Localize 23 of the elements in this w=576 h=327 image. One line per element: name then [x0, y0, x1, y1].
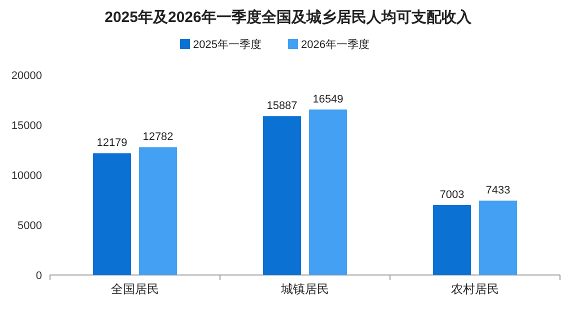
x-tick-label: 城镇居民: [280, 282, 329, 296]
bar: [263, 116, 301, 275]
data-label: 12782: [142, 131, 174, 144]
bar: [479, 200, 517, 275]
y-tick-label: 5000: [18, 220, 42, 232]
y-tick-label: 0: [36, 270, 42, 282]
data-label: 7433: [486, 184, 510, 197]
bar: [93, 153, 131, 275]
chart-title: 2025年及2026年一季度全国及城乡居民人均可支配收入: [104, 8, 472, 26]
x-tick-label: 全国居民: [111, 282, 159, 296]
data-label: 12179: [96, 137, 128, 150]
x-tick-label: 农村居民: [451, 282, 499, 296]
bar: [309, 110, 347, 275]
bar: [433, 204, 471, 275]
bar: [139, 147, 177, 275]
data-label: 7003: [440, 188, 464, 201]
data-label: 16549: [312, 94, 344, 106]
legend-label: 2026年一季度: [301, 38, 370, 51]
legend-label: 2025年一季度: [193, 38, 262, 51]
y-tick-label: 20000: [11, 70, 42, 82]
y-tick-label: 15000: [11, 120, 42, 132]
y-tick-label: 10000: [11, 170, 42, 182]
data-label: 15887: [266, 100, 298, 112]
